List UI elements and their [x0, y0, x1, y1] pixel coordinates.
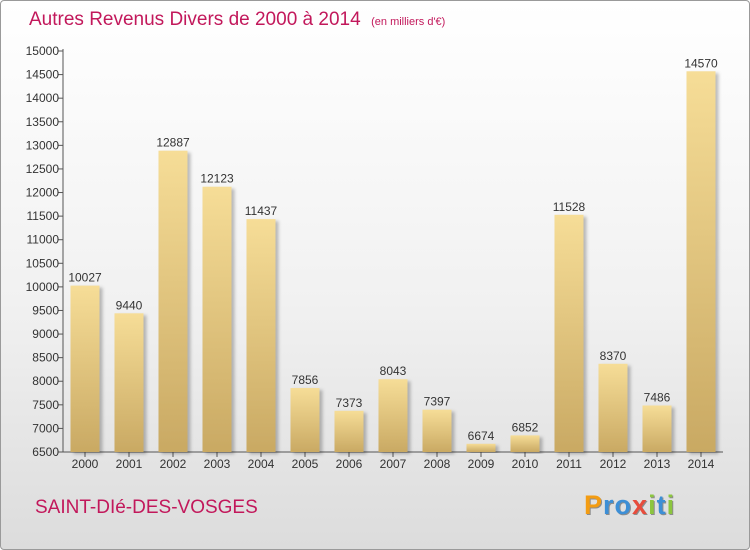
value-label: 7856 [292, 373, 319, 387]
x-tick-label: 2004 [248, 457, 275, 471]
chart-title: Autres Revenus Divers de 2000 à 2014 [29, 9, 361, 30]
x-tick-label: 2013 [644, 457, 671, 471]
y-tick-label: 7000 [32, 421, 59, 435]
value-label: 11437 [245, 204, 278, 218]
y-tick-label: 14500 [26, 68, 60, 82]
value-labels: 10027 9440 12887 12123 11437 7856 7373 8043 7397… [68, 56, 718, 443]
chart-subtitle: (en milliers d'€) [371, 16, 446, 28]
bars [70, 71, 716, 453]
value-label: 7486 [644, 390, 671, 404]
city-name: SAINT-DIé-DES-VOSGES [35, 497, 258, 518]
bar-2002 [158, 150, 188, 452]
y-tick-label: 7500 [32, 398, 59, 412]
y-tick-label: 9500 [32, 303, 59, 317]
y-tick-label: 11000 [27, 233, 60, 247]
x-tick-label: 2007 [380, 457, 407, 471]
value-label: 6852 [512, 420, 539, 434]
value-label: 8370 [600, 349, 627, 363]
bar-2005 [290, 388, 320, 452]
brand-logo: Proxiti [584, 490, 675, 521]
bar-2000 [70, 285, 100, 452]
x-axis: 2000 2001 2002 2003 2004 2005 2006 2007 2008 2009… [63, 451, 723, 471]
bar-2001 [114, 313, 144, 452]
y-tick-label: 8500 [32, 351, 59, 365]
bar-2003 [202, 186, 232, 453]
y-tick-label: 8000 [32, 374, 59, 388]
brand-letter: P [584, 490, 604, 520]
y-tick-label: 10000 [26, 280, 60, 294]
x-tick-label: 2001 [116, 457, 143, 471]
value-label: 10027 [68, 271, 102, 285]
x-tick-label: 2002 [160, 457, 187, 471]
bar-2014 [686, 71, 716, 452]
y-tick-label: 12000 [26, 186, 60, 200]
bar-2010 [510, 435, 540, 452]
brand-letter: r [603, 490, 615, 520]
value-label: 9440 [116, 298, 143, 312]
y-tick-label: 14000 [26, 91, 60, 105]
x-tick-label: 2003 [204, 457, 231, 471]
bar-2006 [334, 410, 364, 452]
x-tick-label: 2000 [72, 457, 99, 471]
bar-2007 [378, 379, 408, 452]
value-label: 7373 [336, 396, 363, 410]
value-label: 8043 [380, 364, 407, 378]
brand-letter: i [666, 490, 676, 520]
y-tick-label: 12500 [26, 162, 60, 176]
value-label: 12887 [156, 136, 190, 150]
title-row: Autres Revenus Divers de 2000 à 2014 (en… [29, 9, 445, 31]
x-tick-label: 2010 [512, 457, 539, 471]
bar-2009 [466, 443, 496, 452]
value-label: 14570 [684, 56, 718, 70]
brand-letter: o [614, 490, 633, 520]
x-tick-label: 2005 [292, 457, 319, 471]
y-tick-label: 11500 [27, 209, 60, 223]
x-tick-label: 2014 [688, 457, 715, 471]
value-label: 11528 [553, 200, 586, 214]
y-axis: 6500 7000 7500 8000 8500 9000 9500 10000 10500 11… [26, 44, 64, 459]
brand-letter: x [632, 490, 649, 520]
x-tick-label: 2012 [600, 457, 627, 471]
bar-2013 [642, 405, 672, 452]
value-label: 7397 [424, 395, 451, 409]
value-label: 12123 [200, 172, 234, 186]
brand-letter: t [656, 490, 667, 520]
y-tick-label: 13500 [26, 115, 60, 129]
bar-2011 [554, 214, 584, 452]
bar-2008 [422, 409, 452, 452]
x-tick-label: 2008 [424, 457, 451, 471]
bar-2012 [598, 363, 628, 452]
brand-letter: i [648, 490, 657, 520]
x-tick-label: 2009 [468, 457, 495, 471]
value-label: 6674 [468, 429, 495, 443]
x-tick-label: 2006 [336, 457, 363, 471]
y-tick-label: 13000 [26, 138, 60, 152]
y-tick-label: 6500 [32, 445, 59, 459]
y-tick-label: 9000 [32, 327, 59, 341]
x-tick-label: 2011 [556, 457, 582, 471]
bar-2004 [246, 219, 276, 452]
y-tick-label: 15000 [26, 44, 60, 58]
y-tick-label: 10500 [26, 256, 60, 270]
